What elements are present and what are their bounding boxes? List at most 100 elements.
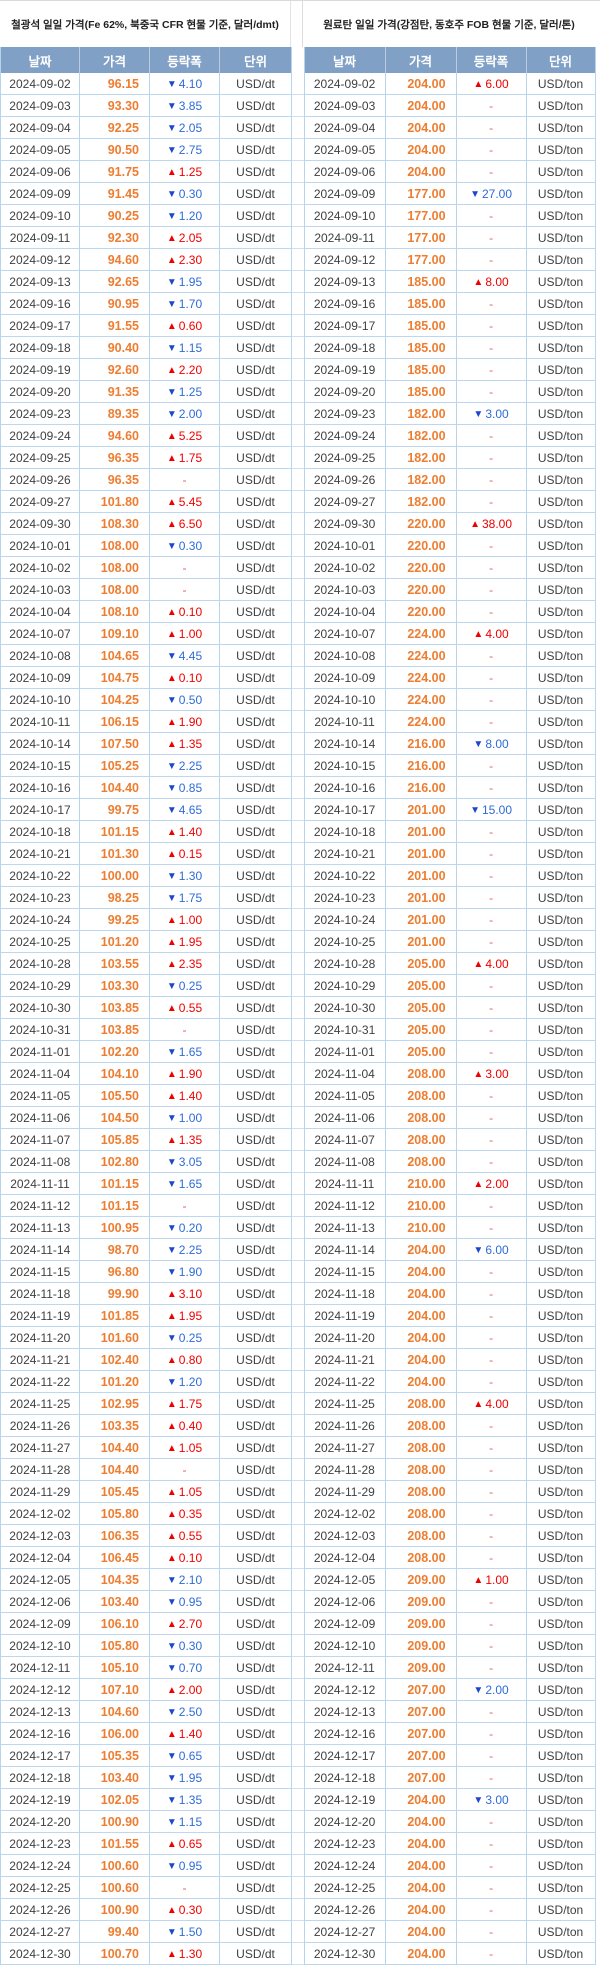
date-cell: 2024-12-11: [304, 1657, 385, 1679]
price-cell: 207.00: [384, 1745, 456, 1767]
unit-cell: USD/dt: [219, 667, 291, 689]
unit-cell: USD/ton: [525, 117, 595, 139]
unit-cell: USD/dt: [219, 887, 291, 909]
date-cell: 2024-12-10: [304, 1635, 385, 1657]
date-cell: 2024-09-19: [1, 359, 79, 381]
change-value: 1.90: [178, 1264, 203, 1279]
unit-cell: USD/dt: [219, 1525, 291, 1547]
price-cell: 106.45: [79, 1547, 149, 1569]
up-arrow-icon: ▲: [166, 1553, 177, 1564]
price-cell: 209.00: [384, 1657, 456, 1679]
price-cell: 103.40: [79, 1767, 149, 1789]
table-row: 2024-09-26 96.35 - USD/dt: [1, 469, 291, 491]
unit-cell: USD/ton: [525, 73, 595, 95]
table-row: 2024-11-18 99.90 ▲ 3.10 USD/dt: [1, 1283, 291, 1305]
unit-cell: USD/dt: [219, 1217, 291, 1239]
column-header-row: 날짜 가격 등락폭 단위: [304, 47, 595, 73]
date-cell: 2024-10-01: [304, 535, 385, 557]
price-cell: 208.00: [384, 1459, 456, 1481]
unit-cell: USD/dt: [219, 535, 291, 557]
no-change-dash: -: [489, 252, 494, 267]
change-cell: ▼ 0.95: [149, 1591, 219, 1613]
down-arrow-icon: ▼: [473, 739, 484, 750]
date-cell: 2024-10-31: [1, 1019, 79, 1041]
date-cell: 2024-09-18: [1, 337, 79, 359]
up-arrow-icon: ▲: [166, 1069, 177, 1080]
table-row: 2024-10-04 108.10 ▲ 0.10 USD/dt: [1, 601, 291, 623]
up-arrow-icon: ▲: [166, 255, 177, 266]
no-change-dash: -: [182, 582, 187, 597]
table-row: 2024-11-15 96.80 ▼ 1.90 USD/dt: [1, 1261, 291, 1283]
change-cell: -: [455, 1701, 526, 1723]
date-cell: 2024-12-25: [1, 1877, 79, 1899]
change-value: 1.95: [178, 1308, 203, 1323]
date-cell: 2024-10-17: [1, 799, 79, 821]
change-cell: ▲ 1.75: [149, 1393, 219, 1415]
date-cell: 2024-11-04: [304, 1063, 385, 1085]
no-change-dash: -: [489, 1374, 494, 1389]
unit-cell: USD/ton: [525, 1701, 595, 1723]
no-change-dash: -: [489, 120, 494, 135]
up-arrow-icon: ▲: [473, 629, 484, 640]
change-value: 2.30: [178, 252, 203, 267]
unit-cell: USD/ton: [525, 557, 595, 579]
unit-cell: USD/dt: [219, 315, 291, 337]
change-value: 2.00: [485, 1176, 509, 1191]
down-arrow-icon: ▼: [166, 1597, 177, 1608]
change-cell: ▲ 2.20: [149, 359, 219, 381]
table-row: 2024-09-09 177.00 ▼ 27.00 USD/ton: [304, 183, 595, 205]
no-change-dash: -: [489, 98, 494, 113]
change-value: 5.25: [178, 428, 203, 443]
unit-cell: USD/dt: [219, 997, 291, 1019]
change-cell: ▼ 2.10: [149, 1569, 219, 1591]
table-row: 2024-12-24 100.60 ▼ 0.95 USD/dt: [1, 1855, 291, 1877]
price-cell: 104.40: [79, 777, 149, 799]
change-value: 4.10: [178, 76, 203, 91]
change-cell: ▲ 1.95: [149, 931, 219, 953]
date-cell: 2024-09-05: [1, 139, 79, 161]
price-cell: 108.00: [79, 535, 149, 557]
date-cell: 2024-09-09: [304, 183, 385, 205]
change-cell: -: [455, 1327, 526, 1349]
unit-cell: USD/ton: [525, 1591, 595, 1613]
date-cell: 2024-10-28: [1, 953, 79, 975]
date-cell: 2024-10-21: [1, 843, 79, 865]
change-cell: ▲ 0.10: [149, 1547, 219, 1569]
table-row: 2024-10-18 101.15 ▲ 1.40 USD/dt: [1, 821, 291, 843]
date-cell: 2024-11-06: [304, 1107, 385, 1129]
unit-cell: USD/dt: [219, 1503, 291, 1525]
date-cell: 2024-10-16: [1, 777, 79, 799]
change-value: 1.95: [178, 1770, 203, 1785]
change-value: 2.75: [178, 142, 203, 157]
date-cell: 2024-12-13: [1, 1701, 79, 1723]
date-cell: 2024-10-09: [304, 667, 385, 689]
change-cell: ▲ 1.90: [149, 1063, 219, 1085]
price-cell: 208.00: [384, 1547, 456, 1569]
unit-cell: USD/dt: [219, 1151, 291, 1173]
date-cell: 2024-11-13: [1, 1217, 79, 1239]
unit-cell: USD/dt: [219, 1041, 291, 1063]
price-cell: 108.30: [79, 513, 149, 535]
col-header-change: 등락폭: [149, 47, 219, 73]
change-cell: -: [455, 711, 526, 733]
date-cell: 2024-11-27: [1, 1437, 79, 1459]
change-cell: ▲ 0.10: [149, 601, 219, 623]
change-cell: ▲ 3.00: [455, 1063, 526, 1085]
table-row: 2024-09-18 185.00 - USD/ton: [304, 337, 595, 359]
date-cell: 2024-10-22: [1, 865, 79, 887]
date-cell: 2024-09-23: [304, 403, 385, 425]
price-cell: 216.00: [384, 755, 456, 777]
date-cell: 2024-11-18: [1, 1283, 79, 1305]
change-cell: ▲ 5.25: [149, 425, 219, 447]
table-row: 2024-11-28 104.40 - USD/dt: [1, 1459, 291, 1481]
table-row: 2024-11-15 204.00 - USD/ton: [304, 1261, 595, 1283]
price-cell: 204.00: [384, 1327, 456, 1349]
table-row: 2024-12-27 204.00 - USD/ton: [304, 1921, 595, 1943]
up-arrow-icon: ▲: [166, 1355, 177, 1366]
change-cell: ▲ 0.30: [149, 1899, 219, 1921]
down-arrow-icon: ▼: [166, 1179, 177, 1190]
change-cell: ▲ 1.90: [149, 711, 219, 733]
down-arrow-icon: ▼: [166, 1641, 177, 1652]
unit-cell: USD/ton: [525, 1525, 595, 1547]
price-cell: 106.35: [79, 1525, 149, 1547]
